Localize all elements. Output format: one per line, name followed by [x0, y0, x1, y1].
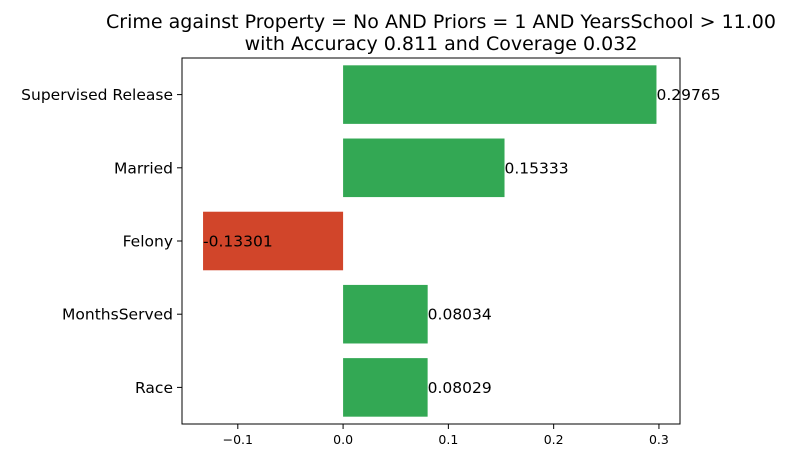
bar-monthsserved — [343, 284, 428, 344]
x-tick-label: 0.1 — [438, 432, 458, 447]
category-label: MonthsServed — [62, 306, 173, 324]
value-label: 0.29765 — [656, 86, 720, 104]
value-label: 0.15333 — [505, 159, 569, 177]
x-tick-label: 0.2 — [544, 432, 564, 447]
value-label: -0.13301 — [203, 233, 273, 251]
category-label: Supervised Release — [21, 86, 173, 104]
x-axis-ticks: −0.1 0.0 0.1 0.2 0.3 — [223, 424, 669, 447]
x-tick-label: 0.0 — [333, 432, 353, 447]
bar-married — [343, 138, 505, 198]
category-label: Married — [114, 159, 173, 177]
bar-felony — [203, 211, 344, 271]
bar-supervised-release — [343, 65, 657, 124]
value-label: 0.08029 — [428, 379, 492, 397]
category-label: Race — [135, 379, 173, 397]
chart-title-line-2: with Accuracy 0.811 and Coverage 0.032 — [245, 33, 638, 55]
category-label: Felony — [123, 233, 173, 251]
category-labels: Supervised Release Married Felony MonthsSer… — [21, 86, 182, 397]
chart-title-line-1: Crime against Property = No AND Priors =… — [106, 11, 776, 33]
x-tick-label: 0.3 — [649, 432, 669, 447]
value-labels: 0.29765 0.15333 -0.13301 0.08034 0.08029 — [203, 86, 721, 397]
chart-title: Crime against Property = No AND Priors =… — [106, 11, 776, 55]
plot-frame — [181, 57, 681, 425]
value-label: 0.08034 — [428, 306, 492, 324]
bars — [203, 65, 657, 417]
x-tick-label: −0.1 — [223, 432, 253, 447]
bar-race — [343, 358, 428, 417]
